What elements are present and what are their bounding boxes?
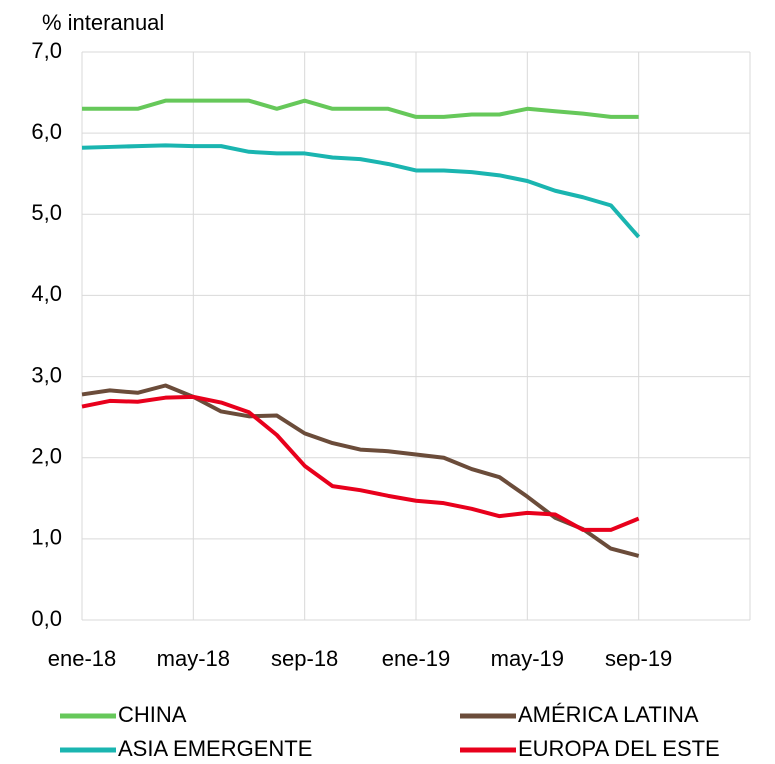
series-line [81, 383, 640, 558]
y-tick-label: 0,0 [31, 606, 62, 631]
legend-label: AMÉRICA LATINA [518, 702, 699, 727]
legend-label: ASIA EMERGENTE [118, 736, 312, 761]
legend-label: EUROPA DEL ESTE [518, 736, 720, 761]
series-line [82, 98, 639, 119]
x-tick-label: may-19 [491, 646, 564, 671]
x-tick-label: sep-18 [271, 646, 338, 671]
x-tick-label: ene-19 [382, 646, 451, 671]
x-tick-label: ene-18 [48, 646, 117, 671]
y-tick-label: 2,0 [31, 444, 62, 469]
series-line [81, 143, 641, 239]
y-tick-label: 4,0 [31, 281, 62, 306]
series-line [81, 394, 640, 532]
y-tick-label: 7,0 [31, 38, 62, 63]
y-tick-label: 3,0 [31, 362, 62, 387]
y-tick-label: 6,0 [31, 119, 62, 144]
y-axis-label: % interanual [42, 10, 164, 35]
x-tick-label: may-18 [157, 646, 230, 671]
legend-label: CHINA [118, 702, 187, 727]
y-tick-label: 5,0 [31, 200, 62, 225]
y-tick-label: 1,0 [31, 525, 62, 550]
x-tick-label: sep-19 [605, 646, 672, 671]
